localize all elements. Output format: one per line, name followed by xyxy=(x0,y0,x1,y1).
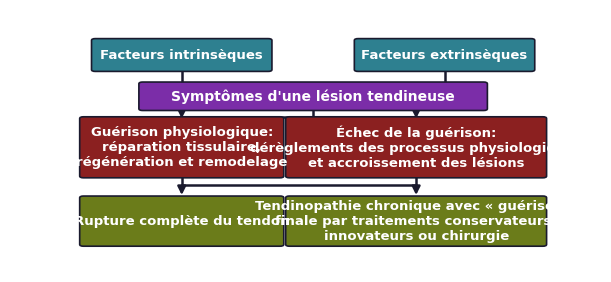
FancyBboxPatch shape xyxy=(79,196,284,246)
Text: Rupture complète du tendon: Rupture complète du tendon xyxy=(74,215,290,228)
Text: Facteurs extrinsèques: Facteurs extrinsèques xyxy=(362,49,528,61)
Text: Facteurs intrinsèques: Facteurs intrinsèques xyxy=(100,49,263,61)
FancyBboxPatch shape xyxy=(354,39,535,71)
Text: Symptômes d'une lésion tendineuse: Symptômes d'une lésion tendineuse xyxy=(171,89,455,103)
FancyBboxPatch shape xyxy=(286,196,547,246)
FancyBboxPatch shape xyxy=(79,117,284,178)
Text: Guérison physiologique:
réparation tissulaire,
régénération et remodelage: Guérison physiologique: réparation tissu… xyxy=(76,126,287,169)
FancyBboxPatch shape xyxy=(286,117,547,178)
FancyBboxPatch shape xyxy=(139,82,488,111)
FancyBboxPatch shape xyxy=(92,39,272,71)
Text: Échec de la guérison:
dérèglements des processus physiologiques
et accroissement: Échec de la guérison: dérèglements des p… xyxy=(250,125,582,169)
Text: Tendinopathie chronique avec « guérison »
finale par traitements conservateurs,
: Tendinopathie chronique avec « guérison … xyxy=(255,200,577,243)
